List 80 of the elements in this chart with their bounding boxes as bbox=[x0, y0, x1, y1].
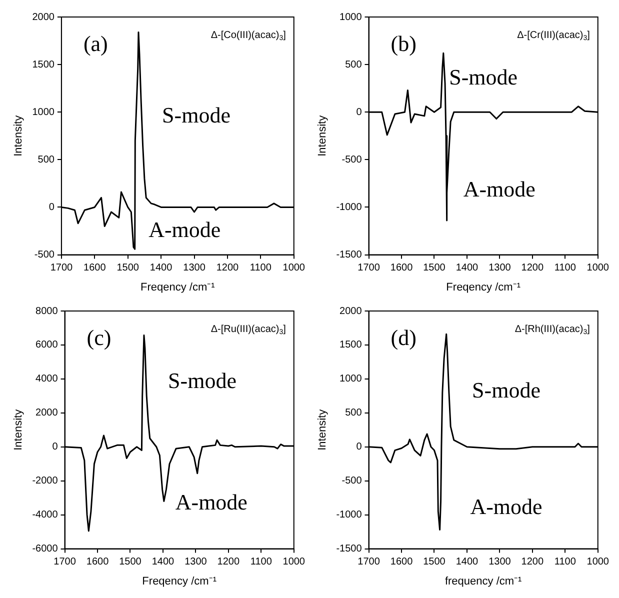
x-tick-label: 1700 bbox=[50, 262, 74, 274]
x-tick-label: 1400 bbox=[456, 262, 479, 274]
y-tick-label: -500 bbox=[34, 250, 55, 261]
annotation: (d) bbox=[390, 324, 416, 350]
annotation: A-mode bbox=[470, 494, 542, 520]
x-tick-label: 1500 bbox=[119, 556, 142, 568]
y-tick-label: 0 bbox=[356, 442, 362, 453]
annotation: S-mode bbox=[449, 64, 518, 90]
x-tick-label: 1300 bbox=[183, 262, 206, 274]
x-axis-title: frequency /cm⁻¹ bbox=[444, 575, 522, 588]
annotation: S-mode bbox=[168, 368, 236, 394]
y-tick-label: -4000 bbox=[32, 510, 58, 521]
x-tick-label: 1000 bbox=[282, 262, 306, 274]
annotation: (b) bbox=[390, 30, 416, 56]
y-tick-label: 1500 bbox=[340, 340, 362, 351]
x-tick-label: 1000 bbox=[586, 262, 610, 274]
y-tick-label: -500 bbox=[342, 154, 362, 166]
x-tick-label: 1300 bbox=[488, 556, 512, 568]
x-tick-label: 1300 bbox=[184, 556, 208, 568]
y-axis-title: Intensity bbox=[12, 408, 25, 450]
x-axis-title: Freqency /cm⁻¹ bbox=[140, 281, 216, 294]
y-tick-label: 1000 bbox=[32, 106, 55, 118]
x-tick-label: 1400 bbox=[150, 262, 173, 274]
x-tick-label: 1600 bbox=[390, 556, 414, 568]
y-tick-label: 500 bbox=[345, 408, 362, 419]
y-tick-label: 1500 bbox=[32, 59, 55, 70]
y-tick-label: 2000 bbox=[32, 12, 55, 23]
x-tick-label: 1600 bbox=[86, 556, 110, 568]
y-tick-label: -2000 bbox=[32, 476, 58, 487]
y-tick-label: -500 bbox=[342, 476, 362, 487]
annotation: (a) bbox=[83, 30, 108, 56]
y-axis-title: Intensity bbox=[316, 408, 329, 450]
y-tick-label: 500 bbox=[38, 154, 55, 166]
annotation: A-mode bbox=[463, 176, 536, 202]
x-tick-label: 1200 bbox=[521, 556, 544, 568]
x-tick-label: 1100 bbox=[554, 556, 576, 568]
x-tick-label: 1100 bbox=[554, 262, 576, 274]
x-tick-label: 1400 bbox=[456, 556, 479, 568]
y-tick-label: -1500 bbox=[336, 250, 362, 261]
x-tick-label: 1500 bbox=[116, 262, 140, 274]
x-tick-label: 1600 bbox=[390, 262, 414, 274]
y-tick-label: 0 bbox=[52, 442, 58, 453]
y-tick-label: 1000 bbox=[340, 374, 362, 385]
y-tick-label: 2000 bbox=[340, 306, 362, 317]
x-tick-label: 1500 bbox=[423, 556, 446, 568]
annotation: A-mode bbox=[175, 489, 248, 514]
x-tick-label: 1000 bbox=[586, 556, 610, 568]
y-tick-label: 6000 bbox=[36, 340, 58, 351]
y-tick-label: 500 bbox=[345, 59, 362, 70]
y-tick-label: -1000 bbox=[336, 510, 362, 521]
annotation: A-mode bbox=[148, 216, 221, 242]
x-tick-label: 1200 bbox=[217, 556, 240, 568]
x-tick-label: 1400 bbox=[152, 556, 175, 568]
x-tick-label: 1100 bbox=[250, 556, 272, 568]
y-axis-title: Intensity bbox=[12, 114, 25, 156]
y-tick-label: 8000 bbox=[36, 306, 58, 317]
x-tick-label: 1200 bbox=[521, 262, 544, 274]
x-tick-label: 1500 bbox=[423, 262, 446, 274]
y-tick-label: 4000 bbox=[36, 374, 58, 385]
x-tick-label: 1700 bbox=[54, 556, 76, 568]
x-axis-title: Freqency /cm⁻¹ bbox=[142, 575, 217, 588]
y-tick-label: -6000 bbox=[32, 544, 58, 555]
x-tick-label: 1100 bbox=[250, 262, 272, 274]
annotation: (c) bbox=[86, 324, 112, 350]
x-tick-label: 1000 bbox=[282, 556, 306, 568]
x-tick-label: 1200 bbox=[216, 262, 240, 274]
x-axis-title: Freqency /cm⁻¹ bbox=[446, 281, 521, 294]
annotation: S-mode bbox=[162, 102, 230, 128]
y-tick-label: 2000 bbox=[36, 408, 58, 419]
x-tick-label: 1700 bbox=[358, 262, 380, 274]
annotation: S-mode bbox=[472, 378, 540, 403]
x-tick-label: 1600 bbox=[84, 262, 106, 274]
x-tick-label: 1700 bbox=[358, 556, 380, 568]
y-tick-label: -1000 bbox=[336, 202, 362, 213]
y-tick-label: 1000 bbox=[340, 12, 362, 23]
y-tick-label: 0 bbox=[356, 106, 362, 118]
y-tick-label: -1500 bbox=[336, 544, 362, 555]
x-tick-label: 1300 bbox=[488, 262, 512, 274]
y-axis-title: Intensity bbox=[316, 114, 329, 156]
y-tick-label: 0 bbox=[48, 202, 55, 213]
